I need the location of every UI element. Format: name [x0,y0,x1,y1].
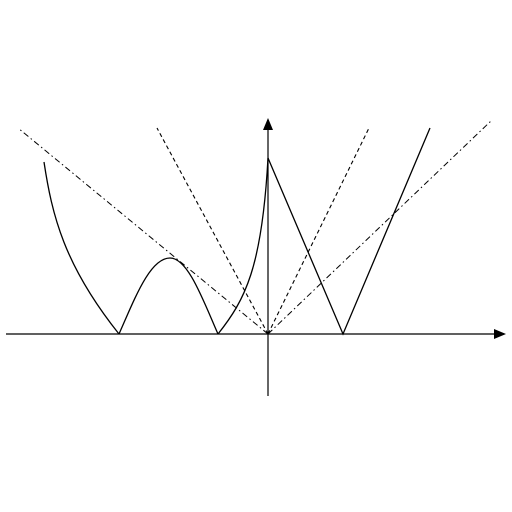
dashed-line-left [156,127,269,335]
curve-left-descent [43,161,120,335]
dashed-line-right [267,127,370,335]
dashdot-line-left [17,127,269,335]
curve-hump [118,257,219,335]
curve-rise-to-axis [217,157,269,335]
dashdot-line-right [267,119,493,335]
curve-right-v [267,127,431,336]
